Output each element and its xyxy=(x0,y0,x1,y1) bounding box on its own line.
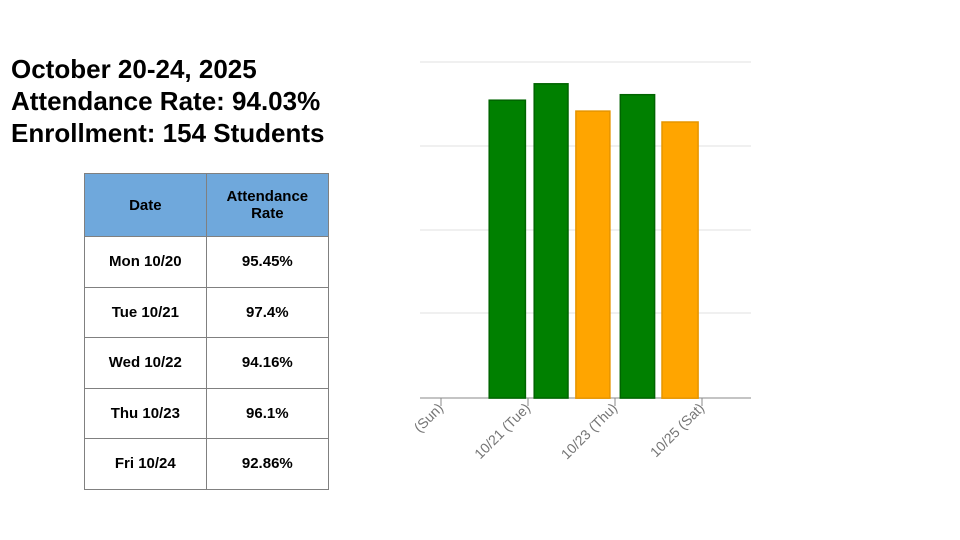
svg-text:10/23 (Thu): 10/23 (Thu) xyxy=(558,400,620,462)
svg-text:10/25 (Sat): 10/25 (Sat) xyxy=(647,400,707,460)
svg-text:10/21 (Tue): 10/21 (Tue) xyxy=(471,400,533,462)
svg-text:10/27: 10/27 xyxy=(758,400,794,436)
